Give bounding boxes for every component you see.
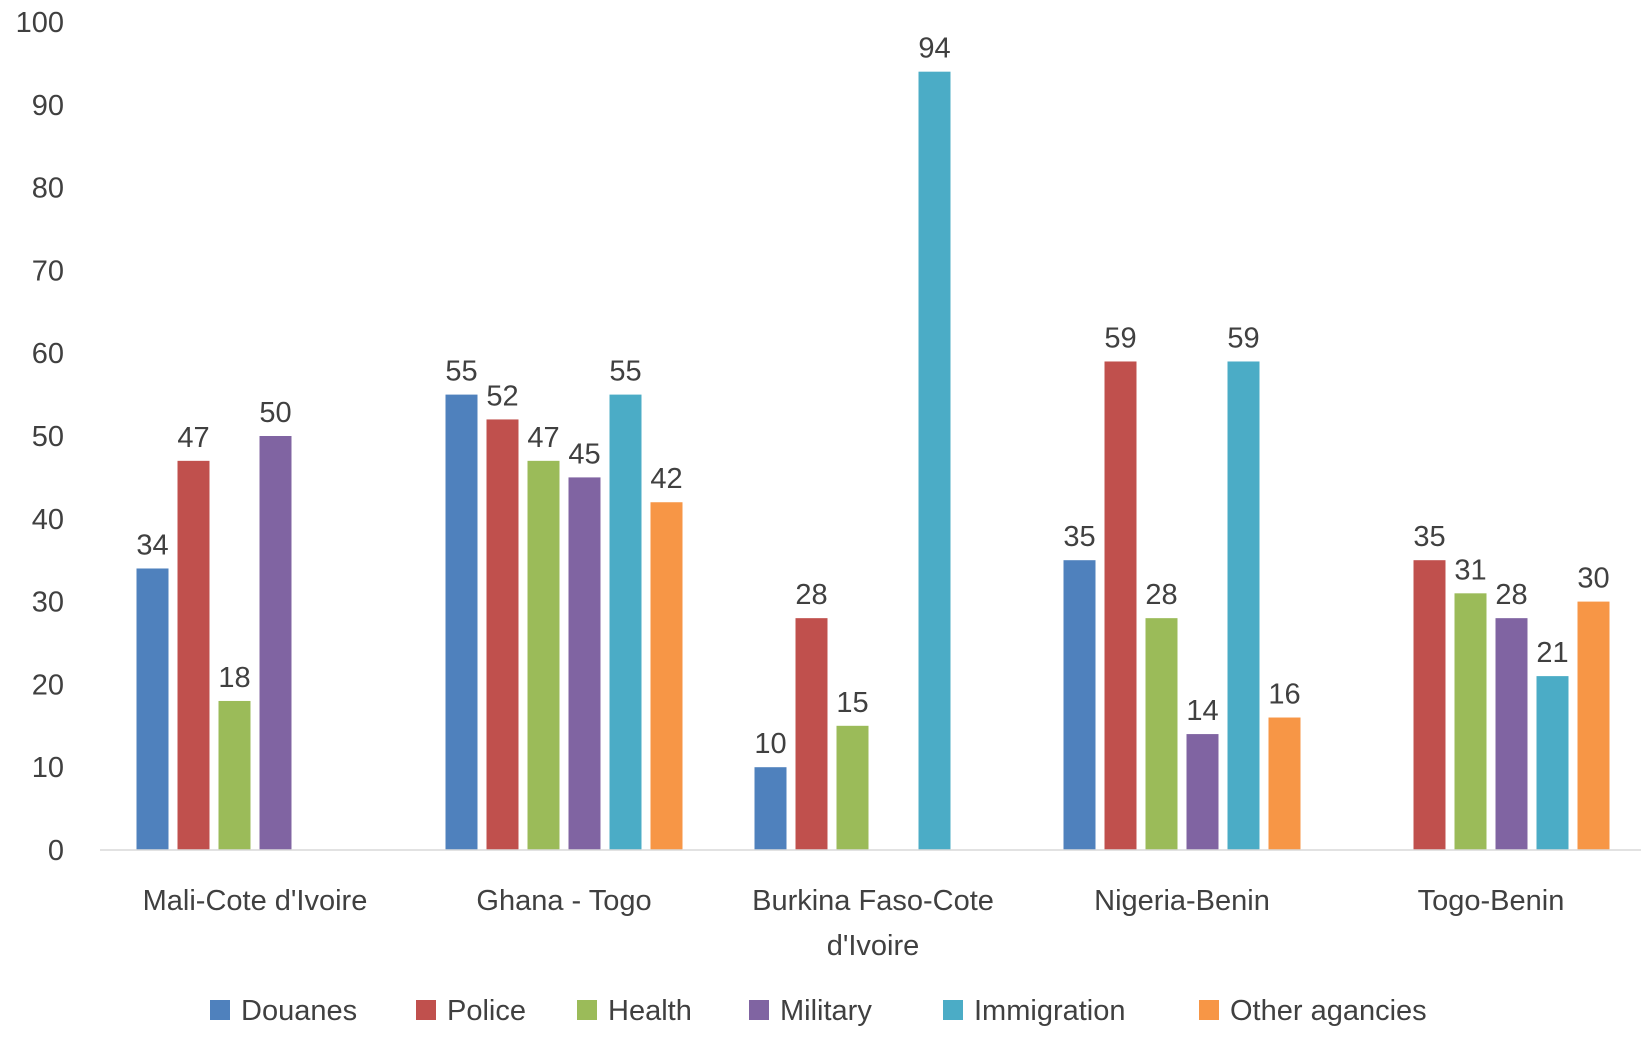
bar-military-0 bbox=[259, 436, 292, 850]
legend-swatch-health bbox=[577, 1000, 597, 1020]
data-label-health-4: 31 bbox=[1454, 554, 1486, 586]
bar-military-4 bbox=[1495, 618, 1528, 850]
category-label-1: Ghana - Togo bbox=[476, 885, 651, 917]
legend-swatch-other-agancies bbox=[1199, 1000, 1219, 1020]
y-tick-label-90: 90 bbox=[32, 90, 64, 122]
legend-label-immigration: Immigration bbox=[974, 995, 1126, 1027]
data-label-health-0: 18 bbox=[218, 662, 250, 694]
y-axis-ticks: 0 10 20 30 40 50 60 70 80 90 100 bbox=[16, 7, 64, 867]
bar-health-4 bbox=[1454, 593, 1487, 850]
bar-immigration-4 bbox=[1536, 676, 1569, 850]
bar-police-3 bbox=[1104, 361, 1137, 850]
category-label-2-line-0: Burkina Faso-Cote bbox=[752, 885, 994, 917]
data-label-douanes-3: 35 bbox=[1063, 521, 1095, 553]
data-label-health-1: 47 bbox=[527, 422, 559, 454]
data-label-police-2: 28 bbox=[795, 579, 827, 611]
y-tick-label-60: 60 bbox=[32, 338, 64, 370]
legend-label-douanes: Douanes bbox=[241, 995, 357, 1027]
bar-health-0 bbox=[218, 700, 251, 850]
bar-douanes-0 bbox=[136, 568, 169, 850]
data-label-immigration-2: 94 bbox=[918, 33, 950, 65]
data-label-douanes-2: 10 bbox=[754, 728, 786, 760]
bar-health-3 bbox=[1145, 618, 1178, 850]
bar-health-1 bbox=[527, 460, 560, 850]
bar-immigration-3 bbox=[1227, 361, 1260, 850]
data-label-immigration-4: 21 bbox=[1536, 637, 1568, 669]
bar-military-3 bbox=[1186, 734, 1219, 850]
data-label-police-1: 52 bbox=[486, 380, 518, 412]
bar-military-1 bbox=[568, 477, 601, 850]
data-label-military-3: 14 bbox=[1186, 695, 1218, 727]
bar-immigration-1 bbox=[609, 394, 642, 850]
bar-health-2 bbox=[836, 725, 869, 850]
bar-other-agancies-1 bbox=[650, 502, 683, 850]
y-tick-label-50: 50 bbox=[32, 421, 64, 453]
bar-immigration-2 bbox=[918, 71, 951, 851]
category-label-0: Mali-Cote d'Ivoire bbox=[143, 885, 368, 917]
data-labels: 34 47 18 50 55 52 47 45 55 42 10 28 15 94 35 59 28 14 59 16… bbox=[136, 33, 1609, 761]
legend-label-other-agancies: Other agancies bbox=[1230, 995, 1427, 1027]
bar-other-agancies-4 bbox=[1577, 601, 1610, 850]
y-tick-label-80: 80 bbox=[32, 173, 64, 205]
bar-douanes-2 bbox=[754, 767, 787, 850]
legend-swatch-police bbox=[416, 1000, 436, 1020]
y-tick-label-70: 70 bbox=[32, 255, 64, 287]
data-label-military-0: 50 bbox=[259, 397, 291, 429]
category-label-3: Nigeria-Benin bbox=[1094, 885, 1270, 917]
y-tick-label-20: 20 bbox=[32, 669, 64, 701]
data-label-military-4: 28 bbox=[1495, 579, 1527, 611]
y-tick-label-0: 0 bbox=[48, 835, 64, 867]
bar-police-0 bbox=[177, 460, 210, 850]
y-tick-label-40: 40 bbox=[32, 504, 64, 536]
bar-douanes-3 bbox=[1063, 560, 1096, 850]
data-label-other-agancies-4: 30 bbox=[1577, 563, 1609, 595]
y-tick-label-30: 30 bbox=[32, 587, 64, 619]
data-label-health-3: 28 bbox=[1145, 579, 1177, 611]
data-label-immigration-3: 59 bbox=[1227, 322, 1259, 354]
legend-swatch-douanes bbox=[210, 1000, 230, 1020]
data-label-police-3: 59 bbox=[1104, 322, 1136, 354]
bar-douanes-1 bbox=[445, 394, 478, 850]
data-label-immigration-1: 55 bbox=[609, 356, 641, 388]
data-label-other-agancies-3: 16 bbox=[1268, 679, 1300, 711]
bars bbox=[136, 71, 1610, 851]
legend-label-police: Police bbox=[447, 995, 526, 1027]
category-label-4: Togo-Benin bbox=[1418, 885, 1565, 917]
y-tick-label-10: 10 bbox=[32, 752, 64, 784]
category-label-2-line-1: d'Ivoire bbox=[827, 930, 920, 962]
bar-police-1 bbox=[486, 419, 519, 850]
data-label-douanes-0: 34 bbox=[136, 529, 168, 561]
legend: Douanes Police Health Military Immigration Ot… bbox=[210, 995, 1427, 1027]
legend-swatch-military bbox=[749, 1000, 769, 1020]
data-label-police-0: 47 bbox=[177, 422, 209, 454]
legend-label-military: Military bbox=[780, 995, 872, 1027]
data-label-other-agancies-1: 42 bbox=[650, 463, 682, 495]
data-label-health-2: 15 bbox=[836, 687, 868, 719]
bar-police-2 bbox=[795, 618, 828, 850]
data-label-military-1: 45 bbox=[568, 438, 600, 470]
category-labels: Mali-Cote d'Ivoire Ghana - Togo Burkina Fa… bbox=[143, 885, 1565, 962]
data-label-police-4: 35 bbox=[1413, 521, 1445, 553]
bar-other-agancies-3 bbox=[1268, 717, 1301, 850]
legend-label-health: Health bbox=[608, 995, 692, 1027]
data-label-douanes-1: 55 bbox=[445, 356, 477, 388]
y-tick-label-100: 100 bbox=[16, 7, 64, 39]
bar-police-4 bbox=[1413, 560, 1446, 850]
legend-swatch-immigration bbox=[943, 1000, 963, 1020]
